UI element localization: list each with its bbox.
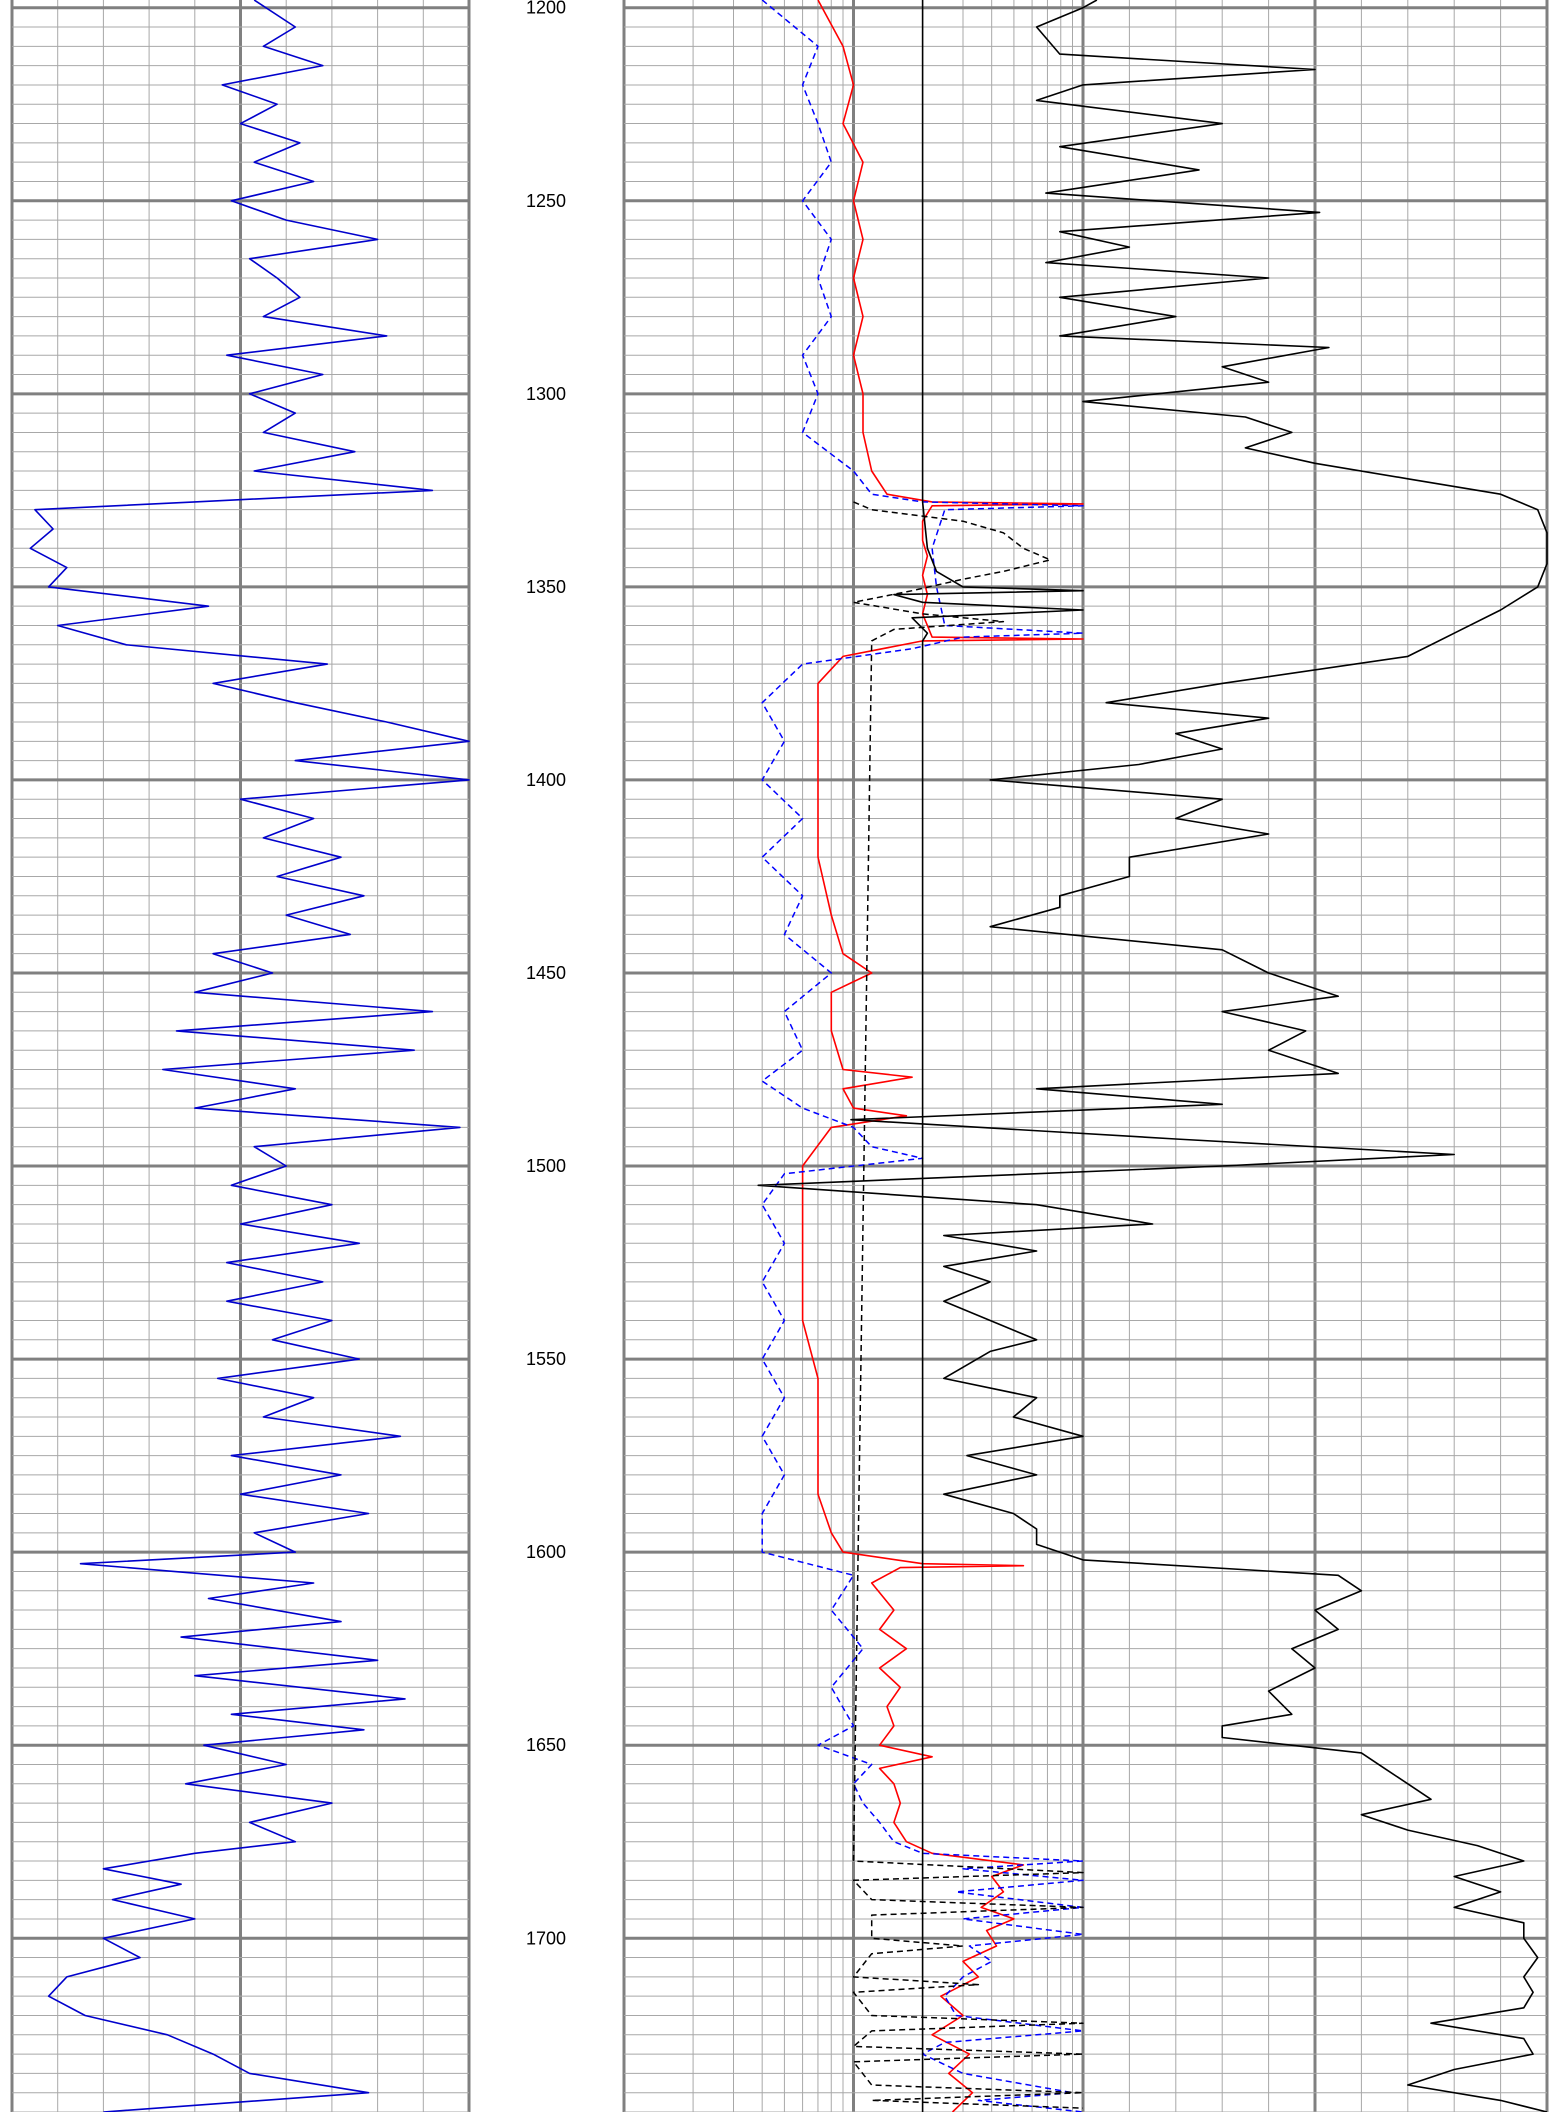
depth-tick-label: 1500 [526,1156,566,1176]
depth-tick-label: 1400 [526,770,566,790]
depth-tick-label: 1550 [526,1349,566,1369]
depth-tick-label: 1250 [526,191,566,211]
depth-tick-label: 1700 [526,1928,566,1948]
track-grids [10,0,1549,2112]
depth-tick-label: 1200 [526,0,566,18]
track-3-curve-1 [757,0,1548,2112]
track-2-curve-1 [801,0,1084,2112]
track-2-curve-4 [893,0,1084,2112]
depth-axis: 1200 1250 1300 1350 1400 1450 1500 1550 1600 1650… [526,0,566,1948]
track-1-curve-1 [29,0,470,2112]
depth-tick-label: 1350 [526,577,566,597]
depth-tick-label: 1300 [526,384,566,404]
log-curves [29,0,1548,2112]
depth-tick-label: 1450 [526,963,566,983]
depth-tick-label: 1650 [526,1735,566,1755]
track-2-curve-3 [852,501,1084,2109]
depth-tick-label: 1600 [526,1542,566,1562]
